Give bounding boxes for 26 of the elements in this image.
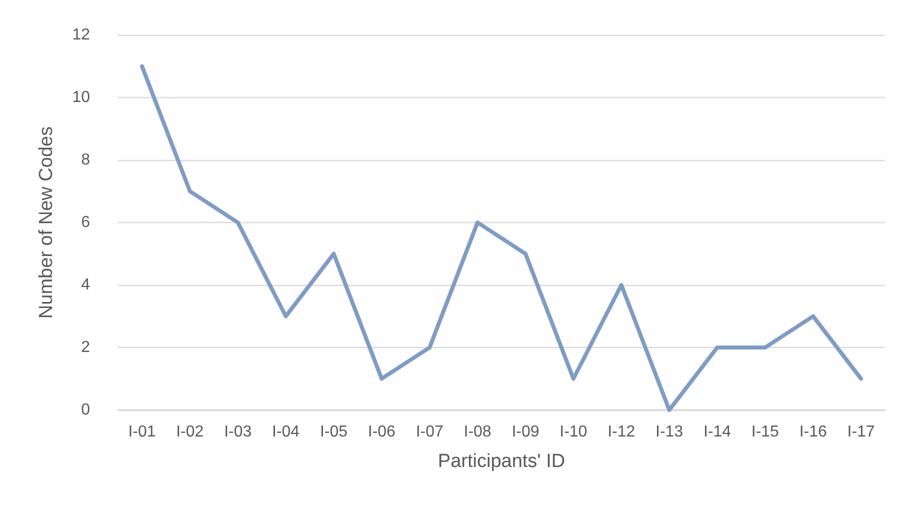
x-tick-label: I-10 [560, 424, 588, 440]
x-tick-label: I-06 [368, 424, 396, 440]
y-axis-title: Number of New Codes [36, 126, 57, 319]
y-tick-label: 12 [72, 26, 90, 44]
line-series [140, 64, 864, 412]
y-tick-label: 8 [81, 152, 90, 168]
x-tick-label: I-09 [512, 424, 540, 440]
x-tick-label: I-16 [799, 424, 827, 440]
y-tick-label: 2 [81, 339, 90, 356]
y-tick-label: 6 [81, 214, 90, 231]
y-tick-label: 10 [72, 89, 90, 106]
x-tick-label: I-02 [176, 424, 204, 440]
x-tick-label: I-12 [608, 424, 636, 440]
x-axis-title: Participants' ID [438, 451, 566, 472]
x-tick-label: I-04 [272, 424, 300, 440]
x-tick-label: I-08 [464, 424, 492, 440]
y-tick-label: 0 [81, 402, 90, 418]
x-tick-label: I-03 [224, 424, 252, 440]
x-tick-label: I-13 [655, 424, 684, 440]
x-tick-label: I-14 [703, 424, 732, 440]
y-tick-label: 4 [81, 276, 90, 294]
x-tick-label: I-05 [320, 424, 348, 440]
x-tick-label: I-01 [128, 424, 156, 440]
x-tick-label: I-17 [847, 424, 875, 440]
x-tick-label: I-15 [751, 424, 780, 440]
x-tick-label: I-07 [416, 424, 444, 440]
